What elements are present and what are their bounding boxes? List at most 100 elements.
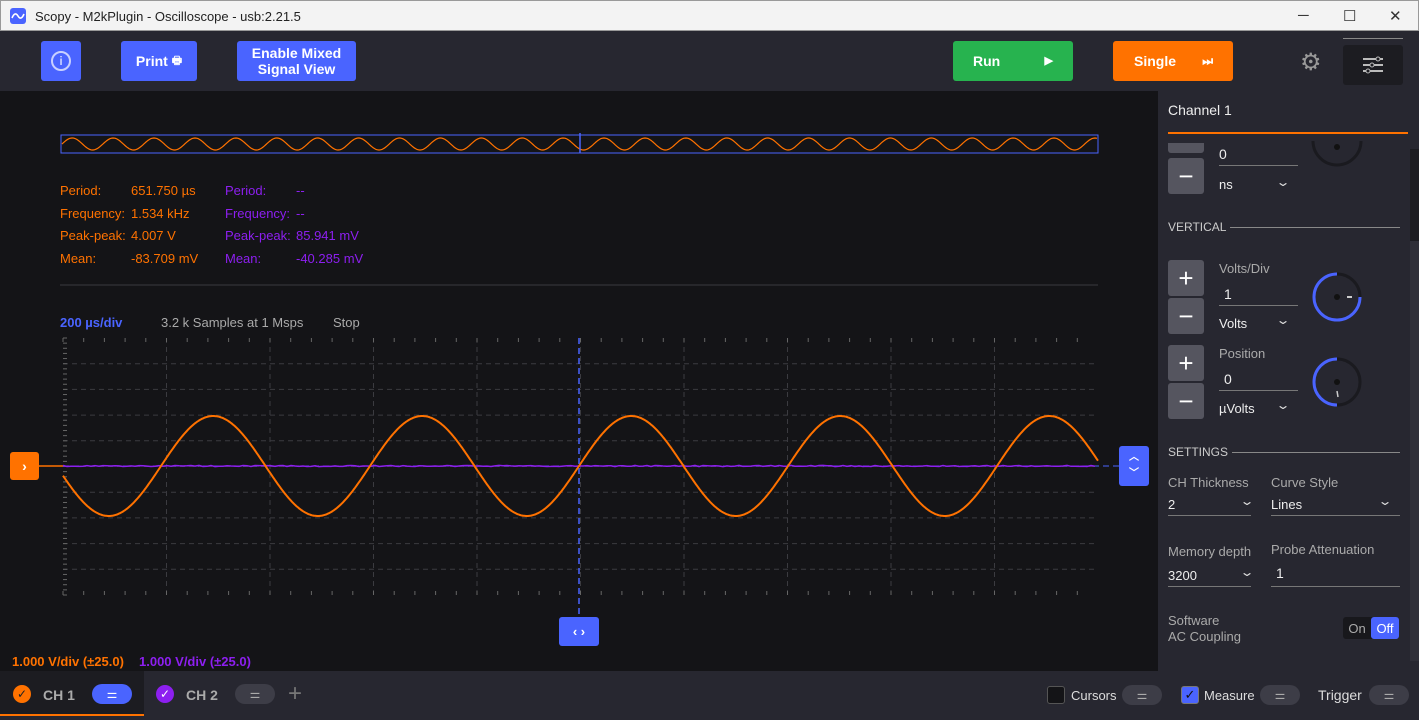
add-channel-button[interactable]: + (288, 680, 302, 708)
ch2-measure-label: Period: (225, 183, 266, 198)
volts-div-input[interactable]: 1 (1224, 286, 1232, 302)
ch2-measure-label: Peak-peak: (225, 228, 291, 243)
volts-div-increment[interactable]: + (1168, 260, 1204, 296)
plus-button-partial[interactable] (1168, 143, 1204, 153)
memory-depth-select[interactable]: 3200 (1168, 568, 1197, 583)
ch1-measure-label: Frequency: (60, 206, 125, 221)
run-button[interactable]: Run ▶ (953, 41, 1073, 81)
underline (1219, 305, 1298, 306)
thickness-select[interactable]: 2 (1168, 497, 1175, 512)
info-button[interactable]: i (41, 41, 81, 81)
measure-label: Measure (1204, 688, 1255, 703)
title-underline (1168, 132, 1408, 134)
ch1-measure-value: -83.709 mV (131, 251, 198, 266)
memory-depth-label: Memory depth (1168, 544, 1251, 559)
sliders-icon (1343, 45, 1403, 85)
trigger-settings-button[interactable]: ⚌ (1369, 685, 1409, 705)
volts-div-decrement[interactable]: − (1168, 298, 1204, 334)
top-unit[interactable]: ns (1219, 177, 1233, 192)
settings-menu-button[interactable] (1343, 45, 1403, 85)
ch1-settings-button[interactable]: ⚌ (92, 684, 132, 704)
acquisition-state: Stop (333, 315, 360, 330)
minus-icon: − (1178, 386, 1193, 417)
channel-settings-panel: Channel 1 − 0 ns ⌄ VERTICAL + − Volts/Di… (1158, 91, 1419, 671)
bottom-bar: ✓ CH 1 ⚌ ✓ CH 2 ⚌ + Cursors ⚌ ✓ Measure … (0, 671, 1419, 720)
window-title: Scopy - M2kPlugin - Oscilloscope - usb:2… (35, 9, 301, 24)
ch1-enabled-check-icon[interactable]: ✓ (13, 685, 31, 703)
position-label: Position (1219, 346, 1265, 361)
toggle-off[interactable]: Off (1371, 617, 1399, 639)
volts-unit-select[interactable]: Volts (1219, 316, 1247, 331)
close-button[interactable]: ✕ (1389, 7, 1402, 25)
maximize-button[interactable]: ☐ (1343, 7, 1356, 25)
ch2-measure-value: -40.285 mV (296, 251, 363, 266)
top-value[interactable]: 0 (1219, 146, 1227, 162)
play-icon: ▶ (1045, 53, 1053, 69)
ch2-enabled-check-icon[interactable]: ✓ (156, 685, 174, 703)
thickness-label: CH Thickness (1168, 475, 1249, 490)
trigger-position-handle[interactable]: ‹ › (559, 617, 599, 646)
ch1-label: CH 1 (43, 687, 75, 703)
measure-settings-button[interactable]: ⚌ (1260, 685, 1300, 705)
gear-icon[interactable]: ⚙ (1300, 48, 1322, 77)
info-icon: i (51, 51, 71, 71)
probe-attenuation-label: Probe Attenuation (1271, 542, 1374, 557)
scopy-logo-icon (10, 8, 26, 24)
underline (1271, 586, 1400, 587)
step-icon: ⏭ (1202, 53, 1213, 69)
title-bar: Scopy - M2kPlugin - Oscilloscope - usb:2… (0, 0, 1419, 31)
measure-checkbox[interactable]: ✓ (1181, 686, 1199, 704)
ch2-measure-value: -- (296, 183, 305, 198)
scrollbar[interactable] (1410, 149, 1419, 659)
settings-section-title: SETTINGS (1168, 445, 1228, 459)
position-decrement[interactable]: − (1168, 383, 1204, 419)
toggle-on[interactable]: On (1343, 617, 1371, 639)
decrement-button[interactable]: − (1168, 158, 1204, 194)
knob[interactable] (1311, 141, 1363, 183)
ch2-settings-button[interactable]: ⚌ (235, 684, 275, 704)
minus-icon: − (1178, 301, 1193, 332)
position-increment[interactable]: + (1168, 345, 1204, 381)
ch2-label[interactable]: CH 2 (186, 687, 218, 703)
position-unit-select[interactable]: µVolts (1219, 401, 1255, 416)
ch1-scale-label: 1.000 V/div (±25.0) (12, 654, 124, 669)
cursors-label: Cursors (1071, 688, 1117, 703)
position-input[interactable]: 0 (1224, 371, 1232, 387)
probe-attenuation-input[interactable]: 1 (1276, 565, 1284, 581)
plot-area (0, 91, 1158, 671)
curve-style-label: Curve Style (1271, 475, 1338, 490)
toolbar: i Print 🖶 Enable Mixed Signal View Run ▶ … (0, 31, 1419, 91)
position-knob[interactable] (1311, 356, 1363, 408)
ac-coupling-label-2: AC Coupling (1168, 629, 1241, 644)
ch2-measure-value: -- (296, 206, 305, 221)
minimize-button[interactable]: ─ (1298, 7, 1309, 24)
chevron-down-icon: ⌄ (1239, 565, 1254, 579)
volts-div-knob[interactable] (1311, 271, 1363, 323)
single-button[interactable]: Single ⏭ (1113, 41, 1233, 81)
chevrons-horizontal-icon: ‹ › (573, 624, 585, 640)
cursors-settings-button[interactable]: ⚌ (1122, 685, 1162, 705)
cursors-checkbox[interactable] (1047, 686, 1065, 704)
ch1-measure-label: Period: (60, 183, 101, 198)
ch2-measure-value: 85.941 mV (296, 228, 359, 243)
ch2-measure-label: Mean: (225, 251, 261, 266)
chevron-down-icon: ﹀ (1129, 466, 1139, 482)
trigger-label: Trigger (1318, 687, 1362, 703)
enable-mixed-signal-view-button[interactable]: Enable Mixed Signal View (237, 41, 356, 81)
ac-coupling-toggle[interactable]: On Off (1343, 617, 1399, 639)
curve-style-select[interactable]: Lines (1271, 497, 1302, 512)
tab-ch1[interactable]: ✓ CH 1 ⚌ (0, 671, 144, 716)
sliders-icon: ⚌ (107, 687, 118, 701)
underline (1219, 390, 1298, 391)
run-label: Run (973, 53, 1000, 69)
ch1-measure-value: 651.750 µs (131, 183, 196, 198)
ch1-measure-label: Peak-peak: (60, 228, 126, 243)
ch1-measure-label: Mean: (60, 251, 96, 266)
underline (1168, 515, 1251, 516)
chevron-down-icon: ⌄ (1377, 494, 1392, 508)
trigger-level-handle[interactable]: ︿ ﹀ (1119, 446, 1149, 486)
ch1-offset-handle[interactable]: › (10, 452, 39, 480)
ch2-scale-label: 1.000 V/div (±25.0) (139, 654, 251, 669)
print-button[interactable]: Print 🖶 (121, 41, 197, 81)
menu-indicator (1343, 38, 1403, 39)
